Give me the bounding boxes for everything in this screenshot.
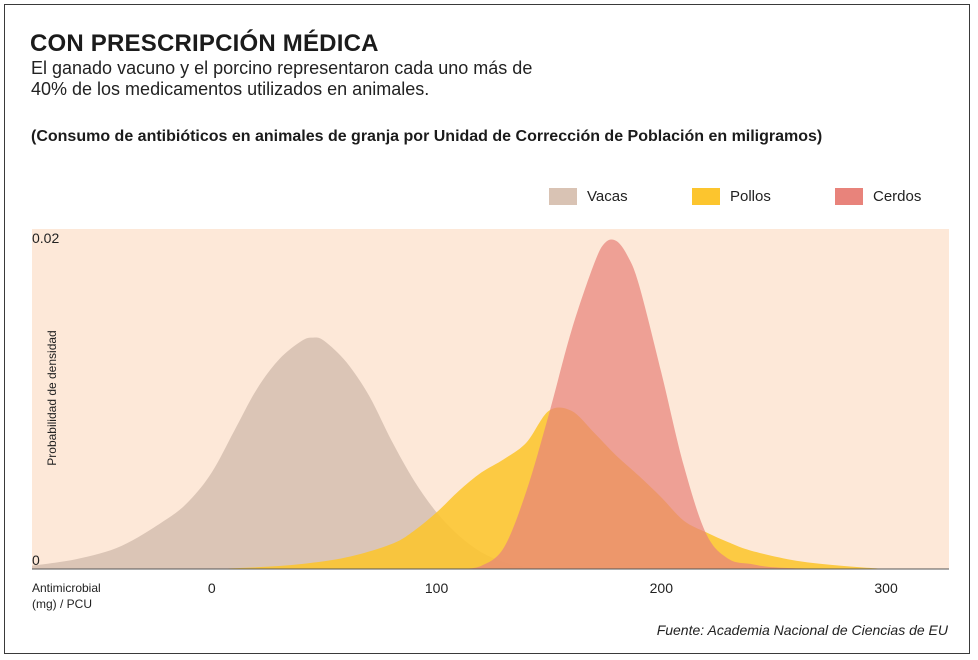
y-tick-label: 0.02 [32, 230, 59, 246]
page-title: CON PRESCRIPCIÓN MÉDICA [30, 30, 379, 57]
page-subtitle: El ganado vacuno y el porcino representa… [31, 58, 533, 99]
density-area-vacas [32, 337, 549, 569]
x-axis-label-line-2: (mg) / PCU [32, 597, 92, 611]
legend-swatch-pollos [692, 188, 720, 205]
legend-item-pollos: Pollos [692, 188, 771, 205]
density-area-cerdos [459, 239, 819, 569]
legend-label-cerdos: Cerdos [873, 188, 922, 205]
x-tick-label: 100 [425, 580, 449, 596]
y-tick-label: 0 [32, 552, 40, 568]
legend-item-vacas: Vacas [549, 188, 628, 205]
y-axis-label: Probabilidad de densidad [45, 330, 59, 465]
x-tick-label: 200 [650, 580, 674, 596]
legend-swatch-vacas [549, 188, 577, 205]
legend-label-pollos: Pollos [730, 188, 771, 205]
x-axis-label-line-1: Antimicrobial [32, 581, 101, 595]
x-tick-label: 0 [208, 580, 216, 596]
legend-item-cerdos: Cerdos [835, 188, 921, 205]
legend-label-vacas: Vacas [587, 188, 628, 205]
chart-title: (Consumo de antibióticos en animales de … [31, 128, 823, 145]
legend-swatch-cerdos [835, 188, 863, 205]
x-tick-label: 300 [874, 580, 898, 596]
source-note: Fuente: Academia Nacional de Ciencias de… [656, 622, 948, 638]
